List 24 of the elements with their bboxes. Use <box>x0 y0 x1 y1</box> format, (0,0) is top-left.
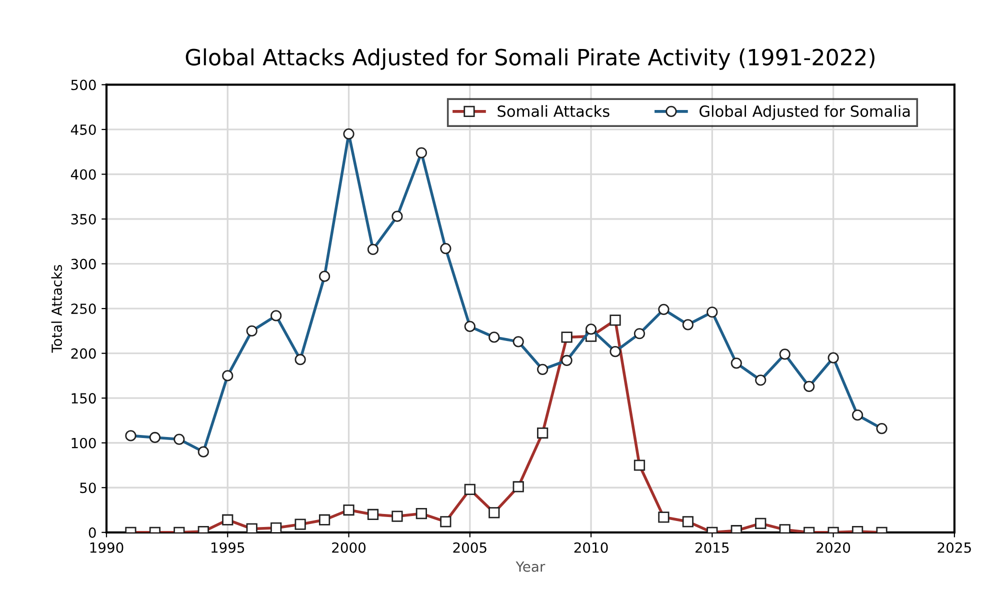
y-tick-label: 200 <box>71 348 96 359</box>
y-tick-label: 0 <box>88 527 96 538</box>
x-tick-label: 2025 <box>938 542 971 553</box>
y-tick-label: 500 <box>71 80 96 90</box>
legend-label: Global Adjusted for Somalia <box>700 105 910 120</box>
y-tick-label: 350 <box>71 214 96 224</box>
x-tick-label: 2015 <box>696 542 729 553</box>
x-tick-label: 2010 <box>574 542 608 553</box>
y-tick-label: 150 <box>72 393 96 404</box>
x-tick-label: 1990 <box>90 542 124 553</box>
y-tick-label: 400 <box>70 169 96 180</box>
y-tick-label: 50 <box>80 482 96 494</box>
chart-title: Global Attacks Adjusted for Somali Pirate Activity (1991-2022) <box>186 48 874 70</box>
x-axis-title: Year <box>516 562 546 572</box>
legend-label: Somali Attacks <box>498 105 610 117</box>
y-tick-label: 300 <box>71 258 96 270</box>
x-tick-label: 2000 <box>332 542 366 553</box>
y-axis-title: Total Attacks <box>51 265 62 353</box>
y-tick-label: 100 <box>72 438 96 448</box>
x-tick-label: 2005 <box>453 542 486 553</box>
x-tick-label: 2020 <box>816 542 850 553</box>
y-tick-label: 450 <box>70 124 96 135</box>
y-tick-label: 250 <box>71 304 96 314</box>
x-tick-label: 1995 <box>211 542 244 553</box>
